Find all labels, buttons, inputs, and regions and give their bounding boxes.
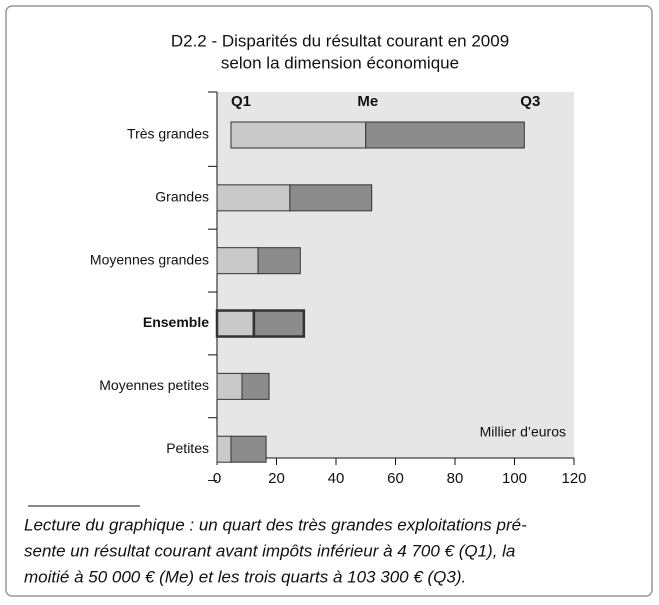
category-label: Petites bbox=[166, 440, 209, 456]
footnote: moitié à 50 000 € (Me) et les trois quar… bbox=[24, 567, 466, 586]
bar-lower bbox=[216, 184, 291, 212]
category-label: Ensemble bbox=[143, 314, 209, 330]
bar-upper bbox=[365, 121, 525, 149]
x-tick-label: 60 bbox=[387, 470, 404, 487]
bar-upper bbox=[289, 184, 373, 212]
bar-lower bbox=[215, 309, 256, 338]
bar-upper bbox=[252, 309, 306, 338]
bar-lower bbox=[216, 435, 232, 463]
x-tick-label: 40 bbox=[328, 470, 345, 487]
bar-lower bbox=[216, 247, 259, 275]
category-label: Moyennes grandes bbox=[90, 251, 209, 267]
chart-title: D2.2 - Disparités du résultat courant en… bbox=[171, 31, 509, 50]
x-tick-label: 120 bbox=[561, 470, 586, 487]
bar-upper bbox=[241, 372, 270, 400]
legend-label: Q1 bbox=[231, 93, 251, 110]
plot-area bbox=[217, 92, 574, 458]
category-label: Grandes bbox=[155, 189, 209, 205]
bar-lower bbox=[216, 372, 243, 400]
x-tick-label: 80 bbox=[447, 470, 464, 487]
x-tick-label: 20 bbox=[268, 470, 285, 487]
bar-upper bbox=[257, 247, 301, 275]
category-label: Moyennes petites bbox=[99, 377, 209, 393]
footnote: sente un résultat courant avant impôts i… bbox=[24, 541, 515, 560]
category-label: Très grandes bbox=[127, 126, 209, 142]
legend-label: Me bbox=[357, 93, 378, 110]
bar-lower bbox=[230, 121, 367, 149]
x-tick-label: 0 bbox=[213, 470, 221, 487]
x-tick-label: 100 bbox=[502, 470, 527, 487]
bar-upper bbox=[230, 435, 267, 463]
unit-label: Millier d’euros bbox=[480, 424, 566, 440]
footnote: Lecture du graphique : un quart des très… bbox=[24, 515, 527, 534]
chart-title: selon la dimension économique bbox=[221, 53, 459, 72]
legend-label: Q3 bbox=[520, 93, 540, 110]
